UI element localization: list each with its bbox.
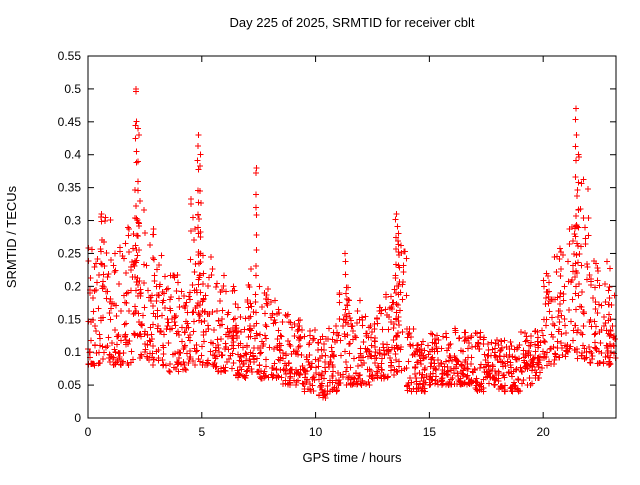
y-tick-label: 0.5 bbox=[64, 82, 81, 96]
y-axis-label: SRMTID / TECUs bbox=[4, 185, 19, 288]
y-tick-label: 0.3 bbox=[64, 214, 81, 228]
x-axis-label: GPS time / hours bbox=[303, 450, 402, 465]
y-tick-label: 0.05 bbox=[58, 378, 82, 392]
y-tick-label: 0.4 bbox=[64, 148, 81, 162]
y-tick-label: 0.1 bbox=[64, 345, 81, 359]
data-points bbox=[85, 86, 619, 401]
x-tick-label: 5 bbox=[198, 425, 205, 439]
x-tick-label: 10 bbox=[309, 425, 323, 439]
y-tick-label: 0.55 bbox=[58, 49, 82, 63]
x-tick-label: 20 bbox=[536, 425, 550, 439]
y-tick-label: 0.25 bbox=[58, 246, 82, 260]
axis-tick-labels: 0 5 10 15 20 0 0.05 0.1 0.15 0.2 0.25 0.3 0.35 0.4 0.4… bbox=[58, 49, 551, 439]
chart-title: Day 225 of 2025, SRMTID for receiver cbl… bbox=[230, 15, 475, 30]
y-tick-label: 0.35 bbox=[58, 181, 82, 195]
x-tick-label: 15 bbox=[423, 425, 437, 439]
x-tick-label: 0 bbox=[85, 425, 92, 439]
y-tick-label: 0.2 bbox=[64, 279, 81, 293]
scatter-points bbox=[85, 86, 619, 401]
y-tick-label: 0 bbox=[74, 411, 81, 425]
y-tick-label: 0.45 bbox=[58, 115, 82, 129]
plot-border bbox=[87, 55, 617, 419]
y-tick-label: 0.15 bbox=[58, 312, 82, 326]
